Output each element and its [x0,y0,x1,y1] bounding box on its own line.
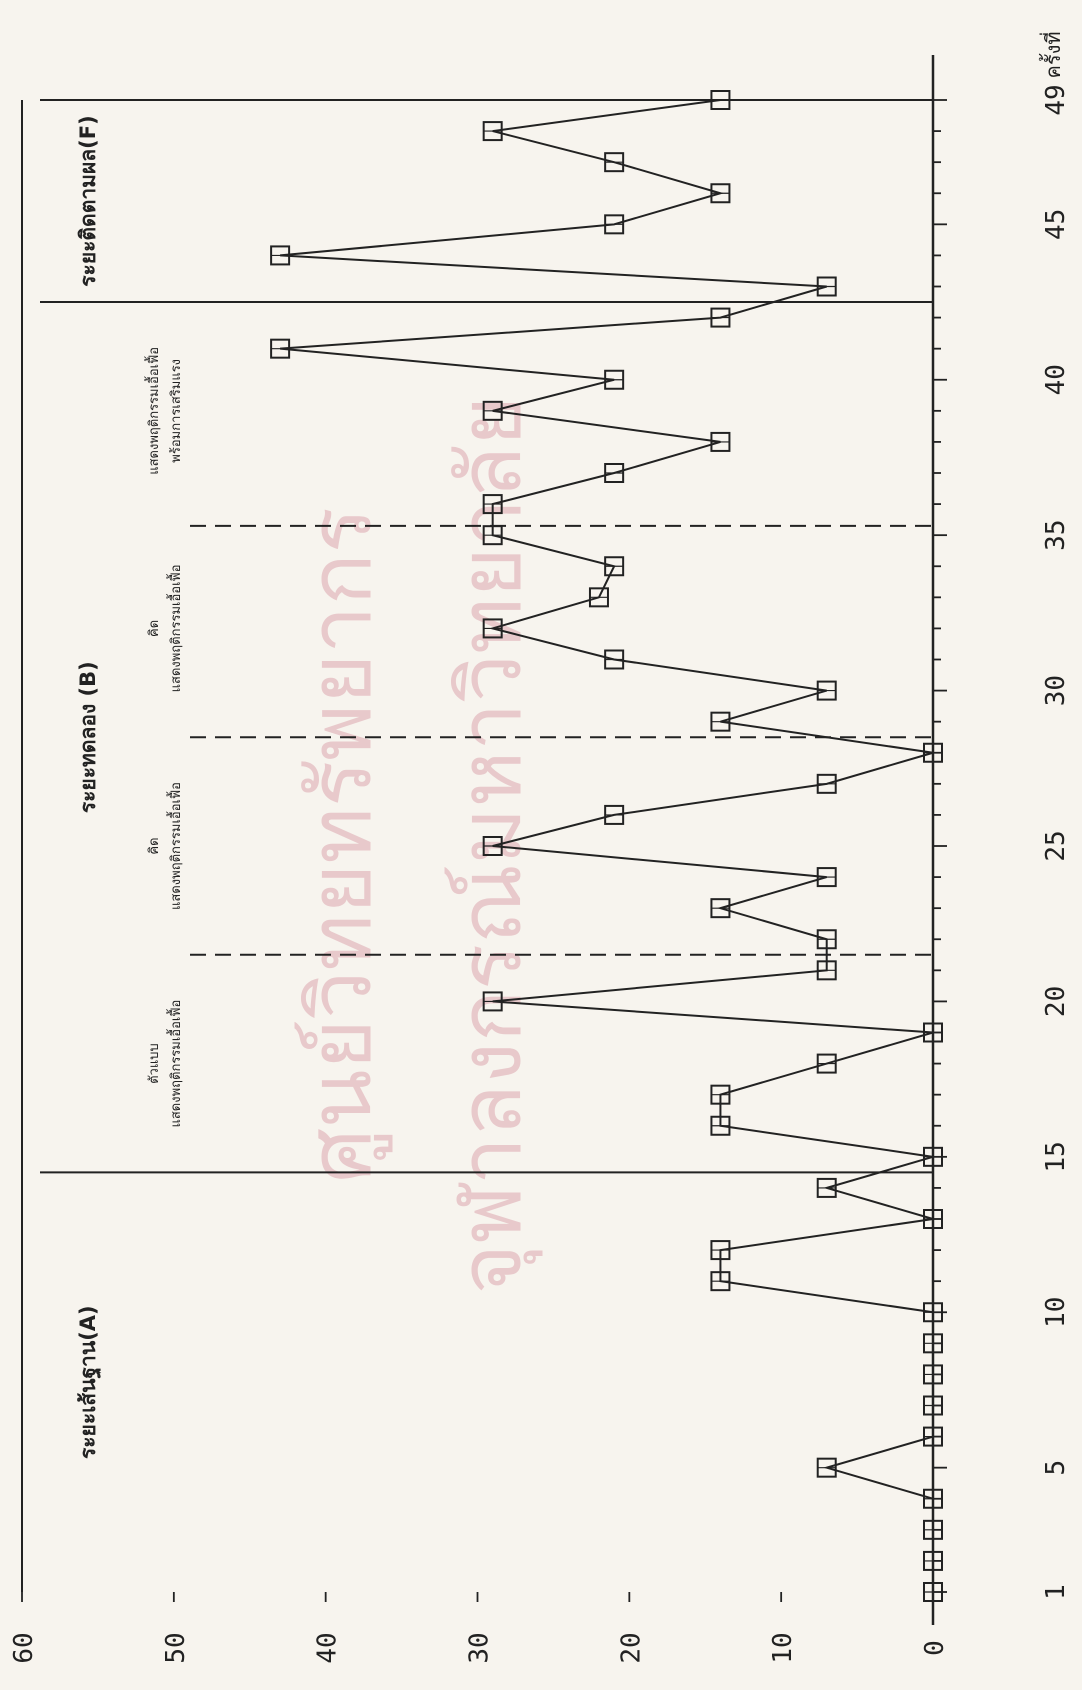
data-point [604,369,625,390]
data-point [482,618,503,639]
y-tick-label: 40 [313,1632,343,1663]
y-tick-label: 30 [465,1632,495,1663]
data-point [816,867,837,888]
x-tick-label: 25 [1041,830,1071,861]
x-tick-label: 30 [1041,675,1071,706]
data-point [923,1364,943,1385]
data-point [923,1333,943,1354]
data-point [923,1488,943,1509]
data-point [710,307,731,328]
watermark-layer: ศูนย์วิทยทรัพยากร จุฬาลงกรณ์มหาวิทยาลัย [291,396,543,1295]
data-point [923,1395,943,1416]
subphase-note: แสดงพฤติกรรมเอื้อเฟื้อ [166,782,184,910]
x-tick-label: 5 [1041,1460,1071,1476]
subphase-note: ตัวแบบ [147,1043,162,1084]
data-point [923,1022,943,1043]
data-point [710,431,731,452]
x-tick-label: 35 [1041,520,1071,551]
x-tick-label: 45 [1041,209,1071,240]
data-point [710,90,731,110]
y-tick-label: 50 [161,1632,191,1663]
data-point [482,121,503,142]
subphase-note: แสดงพฤติกรรมเอื้อเฟื้อ [144,347,162,475]
data-point [923,1209,943,1229]
data-point [270,245,291,266]
x-tick-label: 20 [1041,986,1071,1017]
y-tick-label: 0 [920,1640,950,1656]
watermark-text: จุฬาลงกรณ์มหาวิทยาลัย [441,396,543,1295]
data-point [482,836,503,856]
subphase-note: คิด [147,620,162,637]
data-point [816,773,837,794]
data-point [923,1550,943,1571]
phase-label: ระยะทดลอง (B) [76,661,100,813]
y-tick-label: 10 [768,1632,798,1663]
x-tick-label: 49 [1041,84,1071,115]
x-tick-label: 10 [1041,1297,1071,1328]
data-point [482,400,503,421]
data-layer [270,90,943,1602]
subphase-note: คิด [147,837,162,854]
data-point [604,649,625,670]
data-point [816,1177,837,1198]
watermark-group: ศูนย์วิทยทรัพยากร จุฬาลงกรณ์มหาวิทยาลัย [291,396,543,1295]
phase-layer [40,99,933,1174]
data-point [816,960,837,981]
data-point [923,1146,943,1167]
subphase-note: แสดงพฤติกรรมเอื้อเฟื้อ [166,1000,184,1128]
data-point [710,183,731,204]
data-point [710,898,731,919]
data-point [270,338,291,359]
x-tick-label: 1 [1041,1584,1071,1600]
data-point [816,929,837,950]
data-point [588,587,609,608]
label-layer: ระยะเส้นฐาน(A) ระยะทดลอง (B) ระยะติดตามผล(… [76,115,184,1459]
watermark-text: ศูนย์วิทยทรัพยากร [291,507,393,1183]
data-point [816,276,837,297]
data-point [710,1271,731,1292]
data-point [482,494,503,515]
data-point [923,1302,943,1323]
data-point [604,804,625,825]
x-axis-title: ครั้งที่ [1039,31,1065,78]
data-point [710,1240,731,1261]
data-point [923,1582,943,1602]
data-point [923,1519,943,1540]
data-point [482,991,503,1012]
data-point [816,1457,837,1478]
data-point [604,214,625,235]
data-point [604,463,625,483]
data-point [482,525,503,546]
y-tick-label: 60 [9,1632,39,1663]
subphase-note: แสดงพฤติกรรมเอื้อเฟื้อ [166,564,184,692]
data-point [816,1053,837,1074]
data-point [923,742,943,763]
phase-label: ระยะติดตามผล(F) [76,115,100,286]
y-tick-label: 20 [616,1632,646,1663]
data-point [604,152,625,173]
data-point [816,680,837,701]
data-point [710,1084,731,1105]
data-point [710,711,731,732]
data-point [604,556,625,577]
data-point [923,1426,943,1447]
chart-axes: 151015202530354045490102030405060ครั้งที… [9,31,1071,1663]
data-point [710,1115,731,1136]
x-tick-label: 40 [1041,364,1071,395]
phase-label: ระยะเส้นฐาน(A) [76,1305,102,1459]
x-tick-label: 15 [1041,1141,1071,1172]
subphase-note: พร้อมการเสริมแรง [169,359,184,463]
